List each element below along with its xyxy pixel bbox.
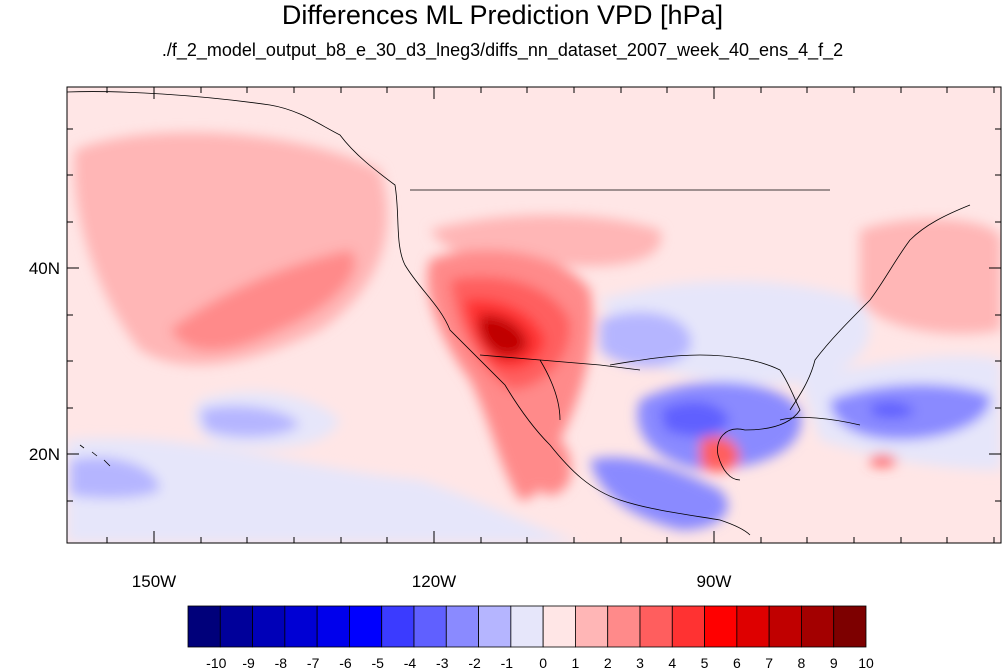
chart-title: Differences ML Prediction VPD [hPa] xyxy=(281,0,724,30)
field-negative-texas xyxy=(600,311,692,367)
colorbar-tick-label: 8 xyxy=(798,655,806,671)
colorbar-tick-label: -9 xyxy=(242,655,255,671)
colorbar-tick-label: -3 xyxy=(436,655,449,671)
field-negative-mid-pacific-core xyxy=(200,405,300,437)
colorbar-tick-label: -2 xyxy=(468,655,481,671)
pacific-coast xyxy=(67,91,751,536)
colorbar-swatch xyxy=(219,605,253,648)
field-positive-southwest-core xyxy=(478,314,528,357)
colorbar-swatch xyxy=(445,605,479,648)
colorbar-tick-label: -4 xyxy=(404,655,417,671)
colorbar-tick-label: -10 xyxy=(206,655,226,671)
field-positive-mexico xyxy=(535,437,571,495)
field-positive-atlantic xyxy=(860,219,1001,334)
chart-subtitle: ./f_2_model_output_b8_e_30_d3_lneg3/diff… xyxy=(161,40,844,60)
field-negative-mexico-pacific xyxy=(590,457,728,530)
field-negative-gulf-core xyxy=(660,401,730,437)
lon-label-150w: 150W xyxy=(132,572,176,591)
colorbar-tick-label: -7 xyxy=(307,655,320,671)
colorbar-swatch xyxy=(381,605,415,648)
colorbar-tick-label: -1 xyxy=(501,655,514,671)
colorbar-swatch xyxy=(187,605,221,648)
colorbar-swatch xyxy=(833,605,867,648)
colorbar-tick-label: 4 xyxy=(668,655,676,671)
field-negative-east-pacific xyxy=(67,438,580,543)
hawaii-islands xyxy=(79,444,111,467)
colorbar-swatch xyxy=(284,605,318,648)
cuba-outline xyxy=(779,417,861,426)
colorbar-tick-label: 10 xyxy=(858,655,874,671)
difference-field xyxy=(67,87,1001,543)
lat-ticks xyxy=(67,128,1001,502)
field-negative-hawaii xyxy=(70,457,160,499)
colorbar-swatch xyxy=(349,605,383,648)
colorbar-tick-label: 2 xyxy=(604,655,612,671)
field-positive-antilles xyxy=(870,454,898,467)
lon-label-90w: 90W xyxy=(697,572,732,591)
colorbar-tick-label: 6 xyxy=(733,655,741,671)
lat-label-40n: 40N xyxy=(29,259,60,278)
colorbar-swatch xyxy=(413,605,447,648)
gulf-of-california-coast xyxy=(539,359,561,421)
colorbar-tick-label: -5 xyxy=(371,655,384,671)
lon-label-120w: 120W xyxy=(412,572,456,591)
colorbar-tick-label: 1 xyxy=(572,655,580,671)
colorbar-swatch xyxy=(575,605,609,648)
colorbar-swatch xyxy=(736,605,770,648)
lat-label-20n: 20N xyxy=(29,445,60,464)
colorbar-swatch xyxy=(542,605,576,648)
colorbar-swatch xyxy=(252,605,286,648)
field-positive-yucatan xyxy=(700,436,740,472)
coastlines xyxy=(67,91,971,536)
colorbar-tick-label: 9 xyxy=(830,655,838,671)
colorbar-swatch xyxy=(704,605,738,648)
lon-ticks xyxy=(106,87,995,543)
colorbar: -10 -9 -8 -7 -6 -5 -4 -3 -2 -1 0 1 2 3 4 5 6 7 8 9 10 xyxy=(187,605,874,671)
colorbar-tick-label: 5 xyxy=(701,655,709,671)
colorbar-tick-label: 7 xyxy=(765,655,773,671)
colorbar-tick-label: 0 xyxy=(539,655,547,671)
colorbar-swatch xyxy=(671,605,705,648)
colorbar-swatch xyxy=(639,605,673,648)
colorbar-swatch xyxy=(768,605,802,648)
colorbar-tick-label: -6 xyxy=(339,655,352,671)
colorbar-swatch xyxy=(607,605,641,648)
colorbar-swatch xyxy=(316,605,350,648)
us-mexico-border xyxy=(479,354,641,371)
atlantic-coast xyxy=(789,204,971,411)
field-positive-pacific-band xyxy=(170,250,356,351)
colorbar-tick-label: 3 xyxy=(636,655,644,671)
colorbar-tick-label: -8 xyxy=(275,655,288,671)
colorbar-swatch xyxy=(478,605,512,648)
gulf-coast xyxy=(609,354,801,481)
field-negative-caribbean-core xyxy=(870,401,915,419)
colorbar-swatch xyxy=(510,605,544,648)
colorbar-swatch xyxy=(801,605,835,648)
